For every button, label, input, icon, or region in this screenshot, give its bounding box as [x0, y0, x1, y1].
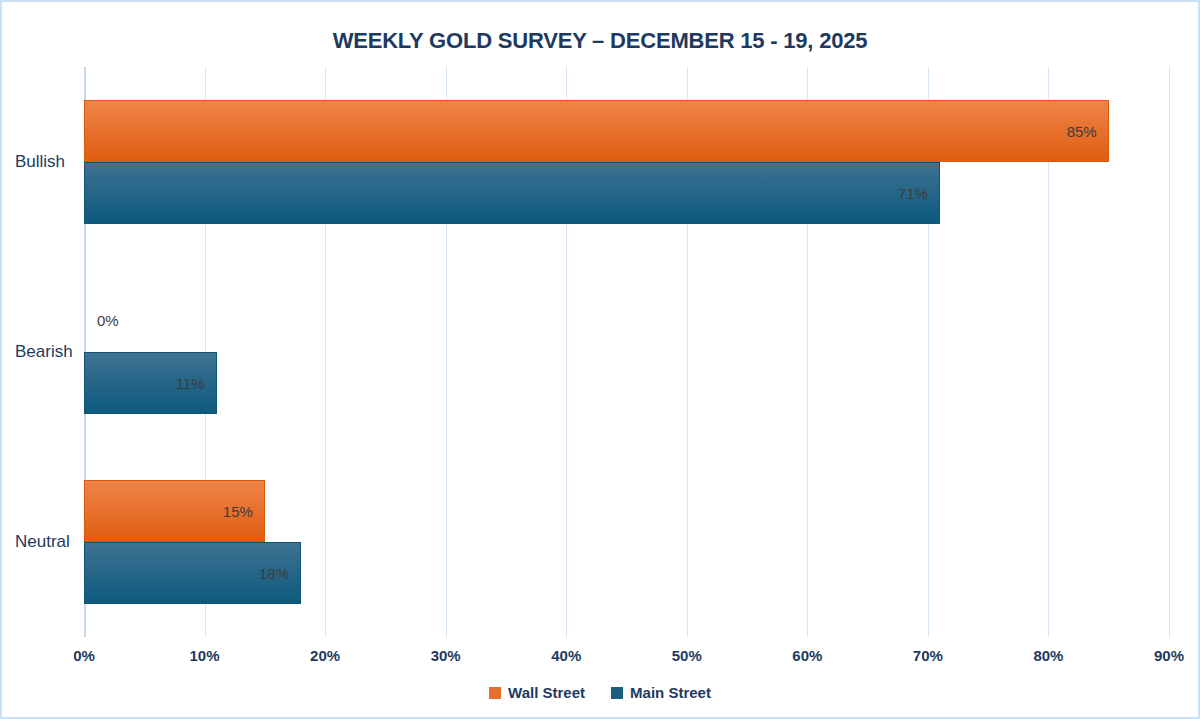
- x-axis-tick-label: 40%: [536, 647, 596, 664]
- bar-main-street-neutral: 18%: [84, 542, 301, 604]
- category-label-neutral: Neutral: [15, 531, 70, 553]
- bar-main-street-bullish: 71%: [84, 162, 940, 224]
- x-axis-tick-label: 20%: [295, 647, 355, 664]
- data-label: 11%: [176, 375, 205, 392]
- x-axis-tick-label: 50%: [657, 647, 717, 664]
- x-axis-tick-label: 0%: [54, 647, 114, 664]
- bar-wall-street-bullish: 85%: [84, 100, 1109, 162]
- category-label-bearish: Bearish: [15, 341, 73, 363]
- chart-legend: Wall Street Main Street: [2, 684, 1198, 701]
- gridline: [1169, 67, 1170, 637]
- legend-swatch-icon: [611, 687, 623, 699]
- data-label: 15%: [223, 503, 253, 520]
- legend-item-wall-street: Wall Street: [489, 684, 585, 701]
- data-label: 71%: [898, 185, 928, 202]
- chart-title: WEEKLY GOLD SURVEY – DECEMBER 15 - 19, 2…: [2, 28, 1198, 54]
- chart-container: WEEKLY GOLD SURVEY – DECEMBER 15 - 19, 2…: [0, 0, 1200, 719]
- x-axis-tick-label: 10%: [175, 647, 235, 664]
- x-axis-tick-label: 80%: [1018, 647, 1078, 664]
- x-axis-tick-label: 70%: [898, 647, 958, 664]
- plot-area: 85% 71% 0% 11% 15% 18%: [84, 67, 1169, 637]
- bar-wall-street-neutral: 15%: [84, 480, 265, 542]
- x-axis-tick-label: 90%: [1139, 647, 1199, 664]
- data-label-zero: 0%: [97, 312, 119, 329]
- x-axis-tick-label: 60%: [777, 647, 837, 664]
- x-axis-tick-label: 30%: [416, 647, 476, 664]
- category-label-bullish: Bullish: [15, 151, 65, 173]
- legend-item-main-street: Main Street: [611, 684, 711, 701]
- data-label: 85%: [1067, 123, 1097, 140]
- legend-swatch-icon: [489, 687, 501, 699]
- legend-label: Main Street: [630, 684, 711, 701]
- legend-label: Wall Street: [508, 684, 585, 701]
- data-label: 18%: [259, 565, 289, 582]
- bar-main-street-bearish: 11%: [84, 352, 217, 414]
